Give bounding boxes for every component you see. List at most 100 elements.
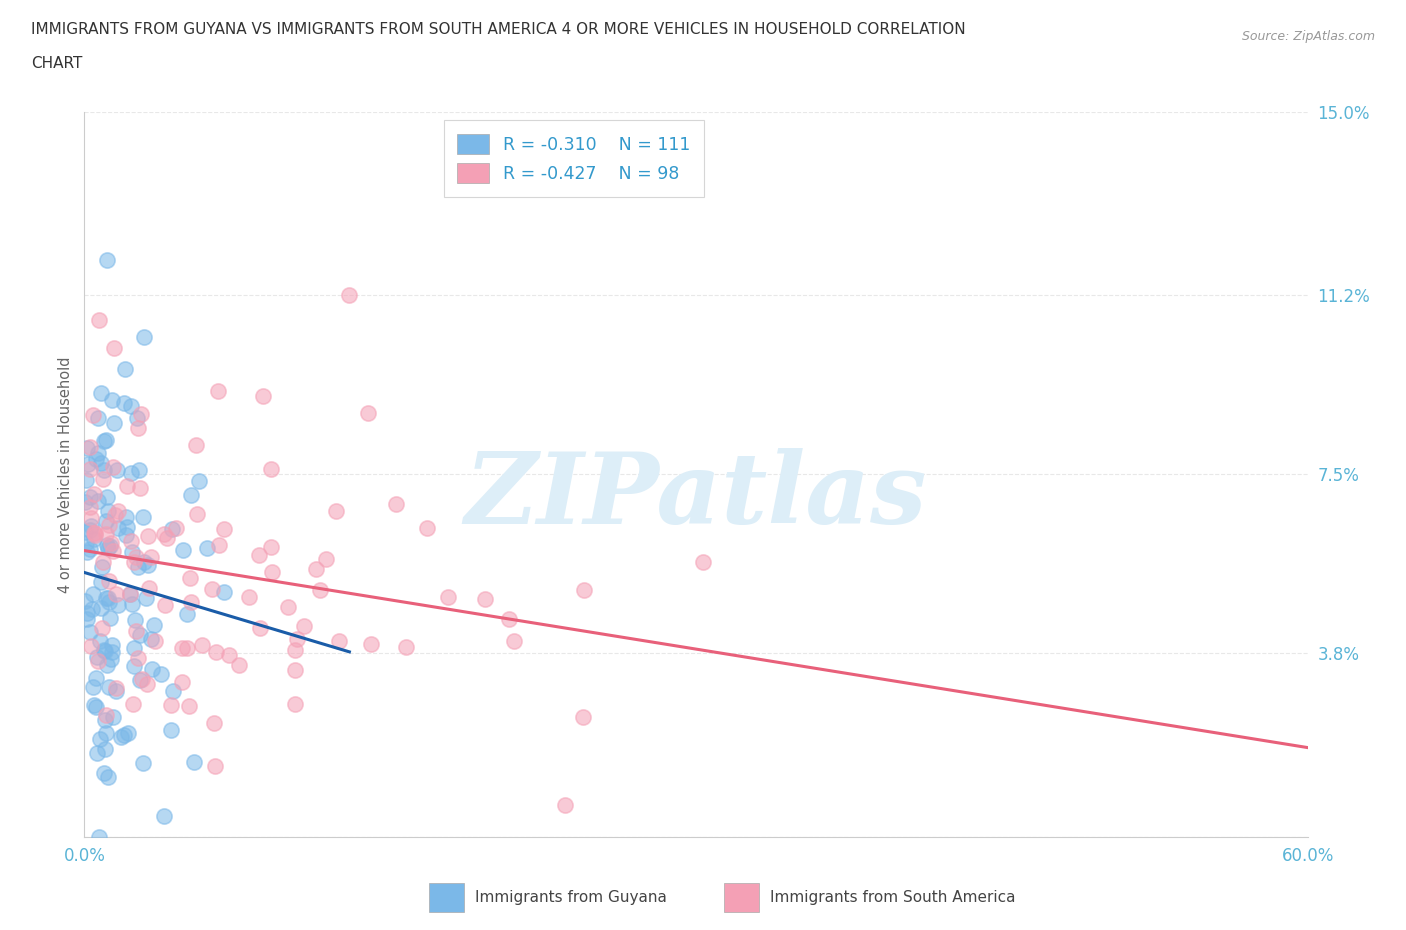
Point: [238, 589, 260, 604]
Point: [153, 526, 176, 541]
Text: ZIPatlas: ZIPatlas: [465, 448, 927, 544]
Point: [98, 594, 121, 609]
Point: [207, 384, 229, 399]
Point: [277, 600, 299, 615]
Point: [104, 684, 127, 698]
Point: [120, 399, 142, 414]
Point: [114, 510, 136, 525]
Point: [101, 710, 124, 724]
Point: [93, 433, 115, 448]
Text: CHART: CHART: [31, 56, 83, 71]
Point: [180, 594, 202, 609]
Point: [96, 513, 118, 528]
Point: [79, 439, 101, 454]
Point: [103, 341, 125, 356]
Point: [132, 510, 155, 525]
Point: [90, 456, 112, 471]
Point: [284, 643, 307, 658]
Point: [83, 525, 105, 540]
Point: [94, 526, 117, 541]
Point: [315, 551, 337, 566]
Point: [98, 611, 121, 626]
Point: [208, 538, 231, 553]
Point: [176, 640, 198, 655]
Point: [103, 459, 125, 474]
Point: [87, 411, 110, 426]
Text: Immigrants from South America: Immigrants from South America: [770, 890, 1017, 905]
Point: [105, 587, 128, 602]
Point: [180, 488, 202, 503]
Point: [84, 528, 107, 543]
Point: [75, 525, 97, 539]
Point: [114, 361, 136, 376]
Point: [292, 618, 315, 633]
Point: [93, 463, 115, 478]
Point: [79, 542, 101, 557]
Point: [204, 758, 226, 773]
Point: [84, 699, 107, 714]
Point: [135, 591, 157, 605]
Point: [84, 525, 107, 540]
Point: [94, 708, 117, 723]
Point: [572, 710, 595, 724]
Point: [201, 581, 224, 596]
Point: [76, 605, 98, 620]
Point: [176, 606, 198, 621]
Point: [260, 540, 283, 555]
Point: [122, 641, 145, 656]
Legend: R = -0.310    N = 111, R = -0.427    N = 98: R = -0.310 N = 111, R = -0.427 N = 98: [443, 120, 704, 197]
Point: [75, 593, 97, 608]
Point: [91, 472, 114, 486]
Point: [117, 725, 139, 740]
Point: [127, 559, 149, 574]
Point: [554, 797, 576, 812]
FancyBboxPatch shape: [724, 884, 759, 911]
Point: [100, 645, 122, 660]
Point: [79, 523, 101, 538]
Point: [128, 462, 150, 477]
Point: [76, 441, 98, 456]
Point: [80, 518, 103, 533]
Text: Immigrants from Guyana: Immigrants from Guyana: [475, 890, 666, 905]
Point: [89, 633, 111, 648]
Point: [96, 538, 118, 553]
Point: [503, 634, 526, 649]
Point: [285, 631, 308, 646]
Point: [94, 644, 117, 658]
Point: [142, 618, 165, 632]
Point: [98, 538, 121, 553]
Point: [96, 726, 118, 741]
Point: [162, 684, 184, 698]
Point: [82, 680, 104, 695]
Point: [252, 389, 274, 404]
Point: [127, 420, 149, 435]
Point: [97, 680, 120, 695]
Point: [90, 385, 112, 400]
Point: [93, 712, 115, 727]
Point: [105, 463, 128, 478]
Point: [86, 654, 108, 669]
Point: [79, 625, 101, 640]
Text: IMMIGRANTS FROM GUYANA VS IMMIGRANTS FROM SOUTH AMERICA 4 OR MORE VEHICLES IN HO: IMMIGRANTS FROM GUYANA VS IMMIGRANTS FRO…: [31, 22, 966, 37]
Point: [100, 651, 122, 666]
Point: [96, 591, 118, 605]
Point: [574, 582, 596, 597]
Point: [183, 754, 205, 769]
Point: [86, 746, 108, 761]
Point: [129, 480, 152, 495]
Point: [93, 765, 115, 780]
Point: [165, 521, 187, 536]
Point: [160, 723, 183, 737]
Point: [132, 330, 155, 345]
Point: [228, 658, 250, 672]
Point: [191, 637, 214, 652]
Point: [132, 554, 155, 569]
Point: [136, 557, 159, 572]
Point: [172, 543, 194, 558]
Point: [162, 522, 184, 537]
Point: [284, 697, 307, 711]
Point: [83, 486, 105, 501]
Point: [118, 586, 141, 601]
Point: [118, 586, 141, 601]
Point: [186, 507, 208, 522]
